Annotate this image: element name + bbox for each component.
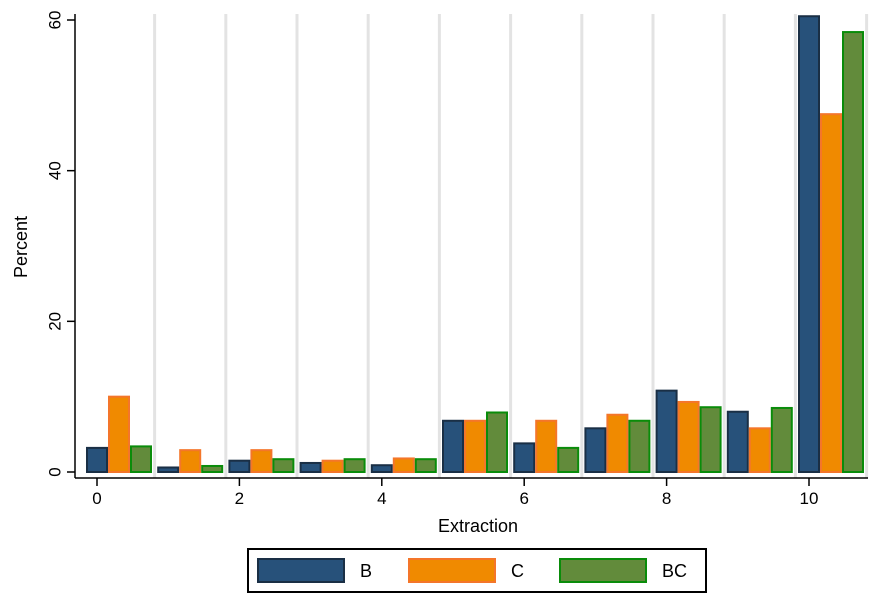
x-tick-label-4: 4: [377, 489, 386, 508]
legend-label-C: C: [511, 561, 524, 581]
bar-BC-8: [699, 406, 722, 474]
bar-B-3: [299, 461, 322, 473]
bar-B-4: [370, 464, 393, 474]
y-tick-label-40: 40: [45, 161, 64, 180]
legend-label-BC: BC: [662, 561, 687, 581]
bar-BC-1: [201, 464, 224, 473]
y-axis-ticks: 0 20 40 60: [45, 11, 75, 477]
x-axis-ticks: 0 2 4 6 8 10: [92, 478, 818, 508]
legend-swatch-C: [408, 558, 496, 583]
bar-C-10: [820, 113, 842, 474]
gridlines: [153, 14, 869, 478]
bar-B-6: [513, 442, 536, 473]
bar-BC-4: [414, 458, 437, 473]
bar-B-7: [584, 427, 607, 474]
x-tick-label-10: 10: [800, 489, 819, 508]
legend-swatch-BC: [559, 558, 647, 583]
bar-C-9: [748, 427, 771, 474]
bars: [86, 15, 864, 474]
bar-C-5: [464, 419, 486, 474]
bar-C-0: [108, 395, 130, 473]
bar-B-0: [86, 446, 108, 474]
y-tick-label-0: 0: [45, 467, 64, 476]
bar-C-1: [179, 449, 202, 473]
bar-BC-7: [628, 419, 651, 474]
legend: B C BC: [247, 548, 707, 593]
bar-B-10: [798, 15, 820, 473]
bar-C-6: [535, 419, 558, 474]
bar-BC-3: [343, 458, 366, 473]
bar-B-1: [157, 466, 180, 474]
bar-C-4: [392, 457, 415, 474]
x-tick-label-6: 6: [519, 489, 528, 508]
bar-BC-5: [486, 411, 508, 473]
x-tick-label-2: 2: [235, 489, 244, 508]
bar-BC-2: [272, 458, 295, 473]
bar-B-9: [726, 410, 749, 474]
legend-label-B: B: [360, 561, 372, 581]
bar-C-8: [677, 400, 700, 473]
x-axis-title: Extraction: [438, 516, 518, 536]
bar-BC-0: [130, 445, 152, 473]
bar-B-8: [655, 389, 678, 474]
x-tick-label-8: 8: [662, 489, 671, 508]
bar-C-3: [321, 459, 344, 474]
legend-swatch-B: [257, 558, 345, 583]
bar-C-2: [250, 449, 273, 473]
bar-BC-10: [842, 31, 864, 473]
bar-B-2: [228, 459, 251, 474]
bar-B-5: [442, 419, 464, 474]
y-tick-label-20: 20: [45, 312, 64, 331]
y-axis-title: Percent: [11, 216, 31, 278]
x-tick-label-0: 0: [92, 489, 101, 508]
y-tick-label-60: 60: [45, 11, 64, 30]
bar-C-7: [606, 413, 629, 474]
bar-BC-9: [770, 406, 793, 474]
bar-BC-6: [557, 446, 580, 474]
